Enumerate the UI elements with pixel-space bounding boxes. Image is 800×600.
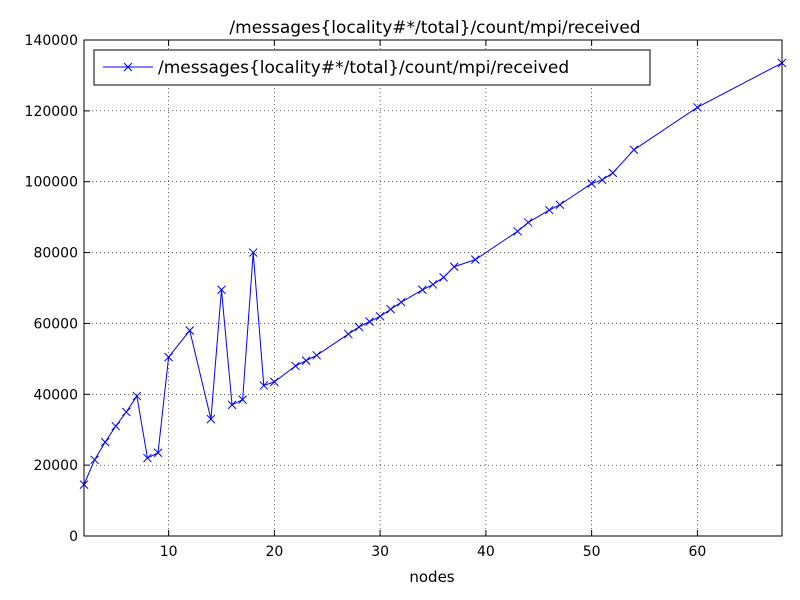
data-point xyxy=(470,255,480,265)
data-point xyxy=(587,179,596,188)
data-point xyxy=(597,175,607,185)
data-point xyxy=(386,304,396,314)
data-point xyxy=(301,356,311,365)
data-point xyxy=(217,285,226,295)
data-point xyxy=(693,102,702,112)
data-point xyxy=(227,400,237,410)
data-point xyxy=(428,280,438,289)
x-tick-label: 40 xyxy=(477,544,495,560)
x-tick-label: 20 xyxy=(265,544,283,560)
data-point xyxy=(238,395,247,404)
data-point xyxy=(100,437,110,447)
data-point xyxy=(629,145,639,155)
data-point xyxy=(344,329,353,339)
data-point xyxy=(365,317,374,327)
y-tick-label: 140000 xyxy=(25,33,78,49)
plot-frame xyxy=(83,39,783,537)
data-point xyxy=(291,361,300,371)
data-point xyxy=(396,297,406,307)
data-point xyxy=(248,248,258,257)
y-tick-label: 0 xyxy=(69,529,78,545)
data-point xyxy=(164,352,173,362)
x-axis-label: nodes xyxy=(409,568,454,586)
axis-ticks: 10 20 30 40 50 60 0 20000 40000 60000 80000 100000 1… xyxy=(25,33,782,560)
x-tick-label: 60 xyxy=(688,544,706,560)
data-point xyxy=(375,311,385,321)
data-point xyxy=(449,262,459,272)
data-point xyxy=(608,168,618,178)
x-tick-label: 50 xyxy=(583,544,601,560)
data-point xyxy=(153,448,163,458)
x-tick-label: 30 xyxy=(371,544,389,560)
data-point xyxy=(143,453,152,463)
data-point xyxy=(544,205,554,215)
data-point xyxy=(523,218,533,227)
y-tick-label: 20000 xyxy=(33,458,78,474)
data-point xyxy=(132,391,142,401)
data-point xyxy=(206,414,216,424)
chart-title: /messages{locality#*/total}/count/mpi/re… xyxy=(229,18,640,38)
data-point xyxy=(270,377,279,387)
data-point xyxy=(111,421,121,431)
legend-marker xyxy=(123,62,133,72)
data-point xyxy=(185,326,195,335)
grid xyxy=(84,40,782,536)
y-tick-label: 120000 xyxy=(25,104,78,120)
data-point xyxy=(555,200,565,210)
data-point xyxy=(513,226,522,236)
x-tick-label: 10 xyxy=(160,544,178,560)
series-layer xyxy=(79,58,787,489)
y-tick-label: 40000 xyxy=(33,387,78,403)
legend: /messages{locality#*/total}/count/mpi/re… xyxy=(93,49,651,86)
y-tick-label: 80000 xyxy=(33,246,78,262)
data-point xyxy=(259,381,269,390)
data-point xyxy=(439,273,448,282)
data-point xyxy=(418,285,427,295)
data-point xyxy=(121,407,131,417)
y-tick-label: 100000 xyxy=(25,175,78,191)
legend-entry-label: /messages{locality#*/total}/count/mpi/re… xyxy=(158,58,569,78)
data-point xyxy=(90,455,99,465)
data-point xyxy=(312,350,322,360)
legend-box xyxy=(93,49,651,86)
y-tick-label: 60000 xyxy=(33,316,78,332)
data-point xyxy=(354,322,364,332)
